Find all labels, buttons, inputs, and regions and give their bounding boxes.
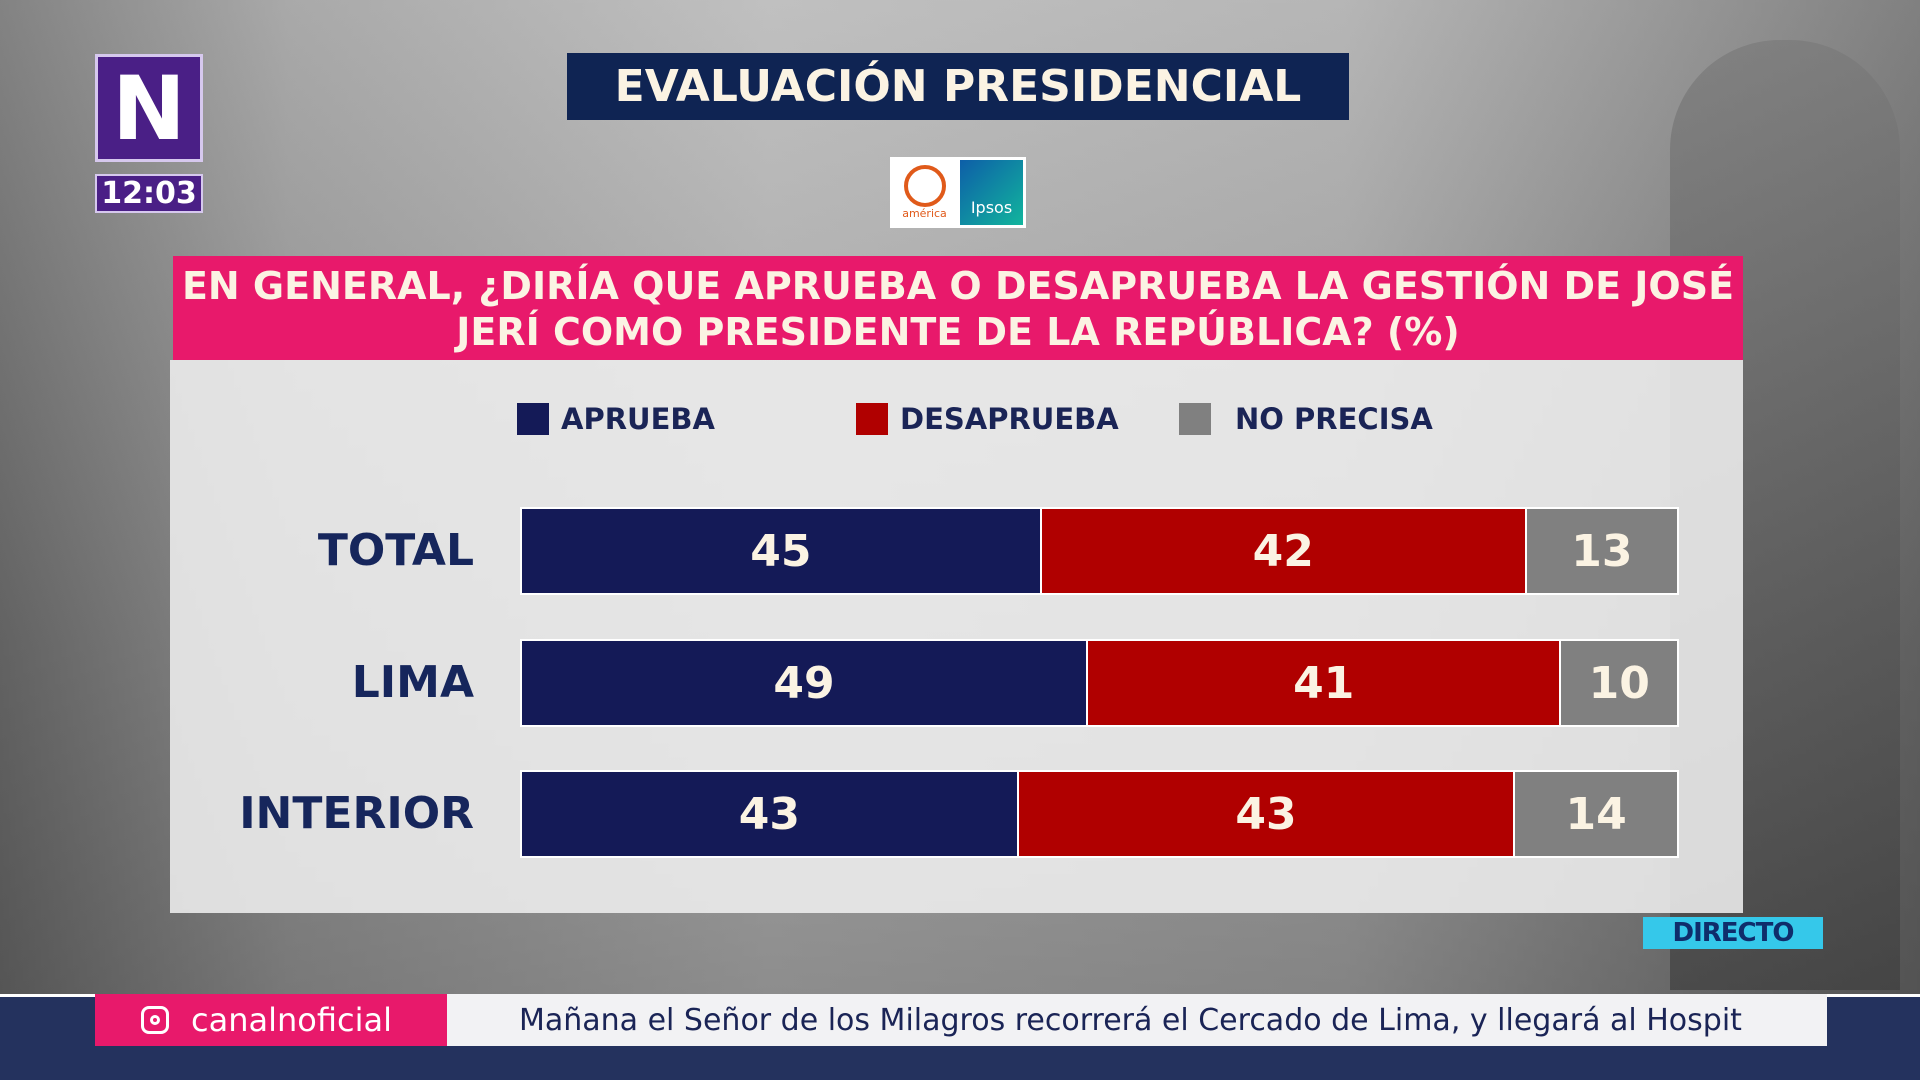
- america-logo: américa: [893, 160, 956, 225]
- legend-item: NO PRECISA: [1179, 402, 1433, 436]
- ipsos-logo: Ipsos: [960, 160, 1023, 225]
- legend-item: APRUEBA: [517, 402, 715, 436]
- bar-segment: 10: [1561, 641, 1677, 725]
- channel-logo: N: [95, 54, 203, 162]
- data-label: 10: [1588, 657, 1650, 709]
- stacked-bar: 43 43 14: [520, 770, 1679, 858]
- bar-segment: 42: [1041, 509, 1527, 593]
- bar-segment: 43: [522, 772, 1019, 856]
- legend-swatch: [517, 403, 549, 435]
- segment-title: EVALUACIÓN PRESIDENCIAL: [567, 53, 1349, 120]
- legend-swatch: [1179, 403, 1211, 435]
- data-label: 41: [1293, 657, 1355, 709]
- bar-segment: 45: [522, 509, 1042, 593]
- live-badge: DIRECTO: [1643, 917, 1823, 949]
- bar-segment: 14: [1515, 772, 1677, 856]
- category-label: INTERIOR: [239, 788, 474, 839]
- data-label: 14: [1565, 788, 1627, 840]
- data-label: 42: [1252, 525, 1314, 577]
- instagram-icon: [141, 1006, 169, 1034]
- bar-segment: 49: [522, 641, 1088, 725]
- stacked-bar: 49 41 10: [520, 639, 1679, 727]
- data-label: 43: [1235, 788, 1297, 840]
- ticker-text: Mañana el Señor de los Milagros recorrer…: [519, 1002, 1742, 1038]
- category-label: TOTAL: [317, 525, 474, 576]
- globe-icon: [903, 165, 946, 207]
- data-label: 13: [1571, 525, 1633, 577]
- news-ticker: Mañana el Señor de los Milagros recorrer…: [447, 994, 1827, 1046]
- legend-label: NO PRECISA: [1235, 402, 1433, 436]
- clock: 12:03: [95, 174, 203, 213]
- america-label: américa: [902, 207, 947, 220]
- stacked-bar: 45 42 13: [520, 507, 1679, 595]
- handle-text: canalnoficial: [191, 1001, 392, 1039]
- bar-segment: 41: [1087, 641, 1562, 725]
- legend-swatch: [856, 403, 888, 435]
- social-handle: canalnoficial: [95, 994, 447, 1046]
- category-label: LIMA: [351, 657, 474, 708]
- data-label: 49: [773, 657, 835, 709]
- legend-item: DESAPRUEBA: [856, 402, 1119, 436]
- bar-segment: 13: [1526, 509, 1677, 593]
- poll-question: EN GENERAL, ¿DIRÍA QUE APRUEBA O DESAPRU…: [173, 256, 1743, 360]
- data-label: 43: [738, 788, 800, 840]
- sponsor-logos: américa Ipsos: [890, 157, 1026, 228]
- bar-segment: 43: [1018, 772, 1516, 856]
- legend-label: DESAPRUEBA: [900, 402, 1119, 436]
- data-label: 45: [750, 525, 812, 577]
- legend-label: APRUEBA: [561, 402, 715, 436]
